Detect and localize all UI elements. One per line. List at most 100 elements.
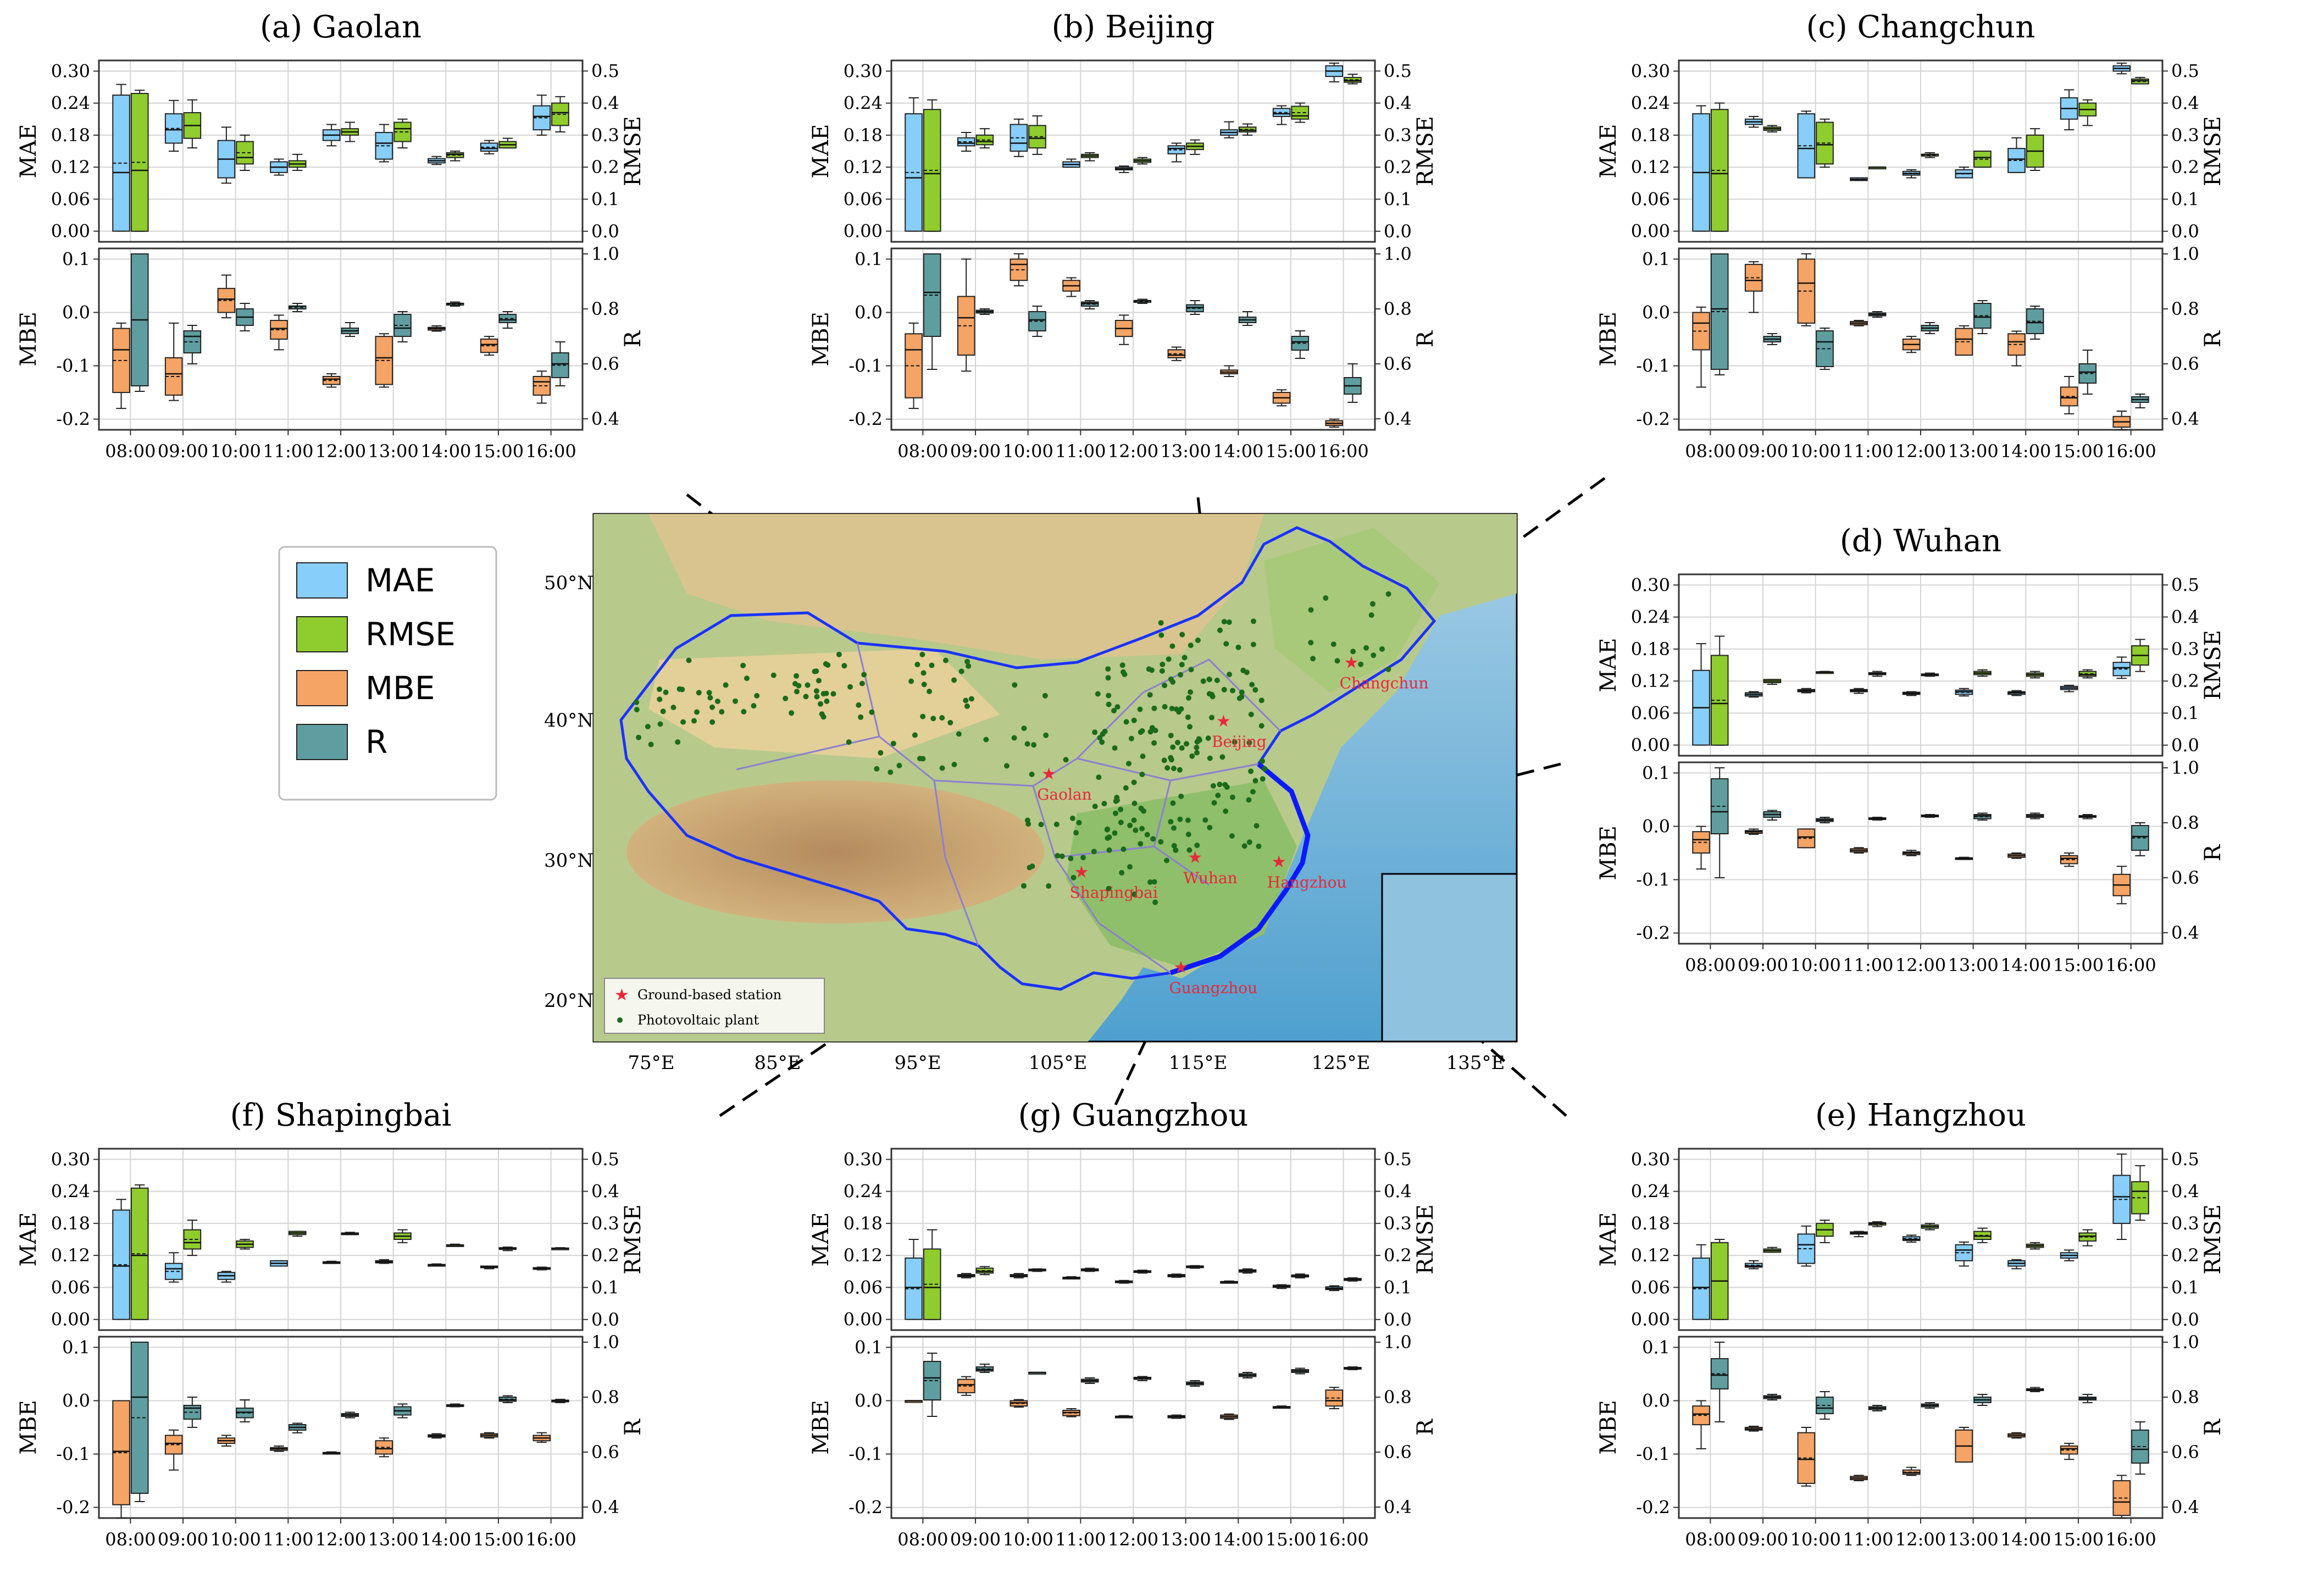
pv-plant-dot (1239, 689, 1245, 695)
r-box (2078, 350, 2097, 395)
pv-plant-dot (1159, 668, 1165, 674)
pv-plant-dot (1158, 839, 1164, 845)
r-box (1868, 1405, 1887, 1411)
top-axis-right-tick-label: 0.5 (2171, 1149, 2199, 1170)
bottom-axis-right-tick-label: 0.6 (2171, 1442, 2199, 1463)
x-tick-label: 14:00 (1213, 441, 1263, 462)
bottom-axis-right-tick-label: 0.4 (1384, 1497, 1412, 1518)
pv-plant-dot (1123, 785, 1129, 791)
mae-box (1797, 1225, 1816, 1267)
r-box (1080, 300, 1099, 309)
x-tick-label: 09:00 (950, 441, 1001, 462)
pv-plant-dot (1235, 644, 1241, 650)
pv-plant-dot (1188, 643, 1194, 649)
bottom-axis-right-tick-label: 1.0 (1384, 243, 1412, 264)
pv-plant-dot (1131, 817, 1137, 823)
r-box (446, 1403, 464, 1408)
pv-plant-dot (1248, 711, 1254, 717)
pv-plant-dot (1223, 641, 1229, 647)
mbe-box (1325, 418, 1344, 428)
map-lat-label: 30°N (544, 850, 594, 872)
pv-plant-dot (1100, 731, 1106, 737)
pv-plant-dot (1206, 677, 1212, 683)
top-axis-right-axis-label: RMSE (620, 1204, 646, 1275)
bottom-axis-right-tick-label: 0.4 (591, 1497, 619, 1518)
panel-e-hangzhou: (e) Hangzhou 0.00 0.06 0.12 0.18 0.24 0.30 0.0 0… (1596, 1098, 2226, 1550)
bottom-axis-left-tick-label: 0.0 (855, 1390, 883, 1411)
mbe-box (480, 1432, 498, 1439)
mbe-box (1744, 828, 1763, 835)
top-axis-right-tick-label: 0.4 (1384, 1181, 1412, 1202)
bottom-axis-right-tick-label: 0.4 (2171, 408, 2199, 429)
panel-a-gaolan: (a) Gaolan 0.00 0.06 0.12 0.18 0.24 0.30 0.0 0.1… (16, 9, 646, 462)
pv-plant-dot (676, 686, 683, 692)
top-axis-right-tick-label: 0.5 (1384, 60, 1412, 81)
top-axis-left-tick-label: 0.30 (844, 60, 883, 81)
pv-plant-dot (1185, 832, 1191, 838)
pv-plant-dot (754, 693, 760, 699)
mbe-box (270, 1445, 288, 1452)
top-axis-left-axis-label: MAE (1596, 124, 1621, 178)
pv-plant-dot (1076, 819, 1082, 826)
mae-box (1114, 165, 1133, 173)
pv-plant-dot (963, 697, 969, 704)
mae-box (2112, 62, 2131, 75)
x-tick-label: 09:00 (1738, 955, 1788, 976)
r-box (2131, 394, 2149, 408)
top-axis-right-tick-label: 0.1 (2171, 189, 2199, 209)
top-axis-right-tick-label: 0.4 (1384, 93, 1412, 114)
pv-plant-dot (830, 691, 836, 697)
mae-box (1744, 1260, 1763, 1270)
top-axis-left-tick-label: 0.30 (1631, 60, 1670, 81)
mae-box (270, 1260, 288, 1267)
top-axis-right-tick-label: 0.1 (1384, 189, 1412, 209)
map-lat-label: 20°N (544, 990, 594, 1012)
top-axis-left-tick-label: 0.18 (844, 1213, 883, 1234)
pv-plant-dot (1071, 874, 1077, 880)
pv-plant-dot (1173, 847, 1179, 853)
pv-plant-dot (1042, 693, 1048, 699)
pv-plant-dot (1158, 620, 1164, 626)
x-tick-label: 11:00 (263, 1529, 313, 1550)
panel-b-beijing: (b) Beijing 0.00 0.06 0.12 0.18 0.24 0.30 0.0 0.… (808, 9, 1438, 462)
bottom-axis-right-axis-label: R (2200, 330, 2226, 347)
rmse-box (1710, 1239, 1729, 1320)
pv-plant-dot (1121, 669, 1126, 675)
pv-plant-dot (1024, 817, 1030, 823)
pv-plant-dot (1200, 678, 1206, 684)
pv-plant-dot (636, 734, 642, 740)
r-box (1028, 306, 1046, 337)
mbe-box (480, 336, 498, 356)
x-tick-label: 08:00 (1685, 1529, 1735, 1550)
pv-plant-dot (1027, 865, 1033, 871)
mae-box (1167, 142, 1186, 163)
r-box (1080, 1377, 1099, 1384)
panel-title: (b) Beijing (1052, 9, 1215, 45)
mbe-box (217, 274, 236, 319)
pv-plant-dot (770, 672, 776, 678)
pv-plant-dot (1127, 822, 1133, 828)
pv-plant-dot (1152, 899, 1158, 905)
bottom-axis-left-tick-label: -0.2 (1636, 409, 1670, 430)
pv-plant-dot (1250, 789, 1256, 795)
x-tick-label: 11:00 (1843, 1529, 1893, 1550)
mae-box (2112, 1153, 2131, 1240)
rmse-box (551, 1247, 569, 1250)
pv-plant-dot (920, 670, 927, 676)
pv-plant-dot (964, 703, 970, 709)
legend: MAE RMSE MBE R (278, 546, 497, 801)
pv-plant-dot (1171, 843, 1177, 849)
rmse-box (1973, 669, 1992, 677)
x-tick-label: 13:00 (1161, 1529, 1211, 1550)
pv-plant-dot (1258, 723, 1264, 729)
pv-plant-dot (1207, 755, 1213, 761)
mae-box (1692, 643, 1710, 746)
bottom-axis-right-axis-label: R (2200, 1418, 2226, 1436)
mae-box (375, 1259, 393, 1264)
pv-plant-dot (1241, 843, 1247, 849)
mbe-box (375, 1437, 393, 1458)
x-tick-label: 09:00 (158, 1529, 208, 1550)
mbe-box (1114, 314, 1133, 345)
mbe-box (2007, 1432, 2026, 1439)
x-tick-label: 11:00 (1055, 1529, 1106, 1550)
